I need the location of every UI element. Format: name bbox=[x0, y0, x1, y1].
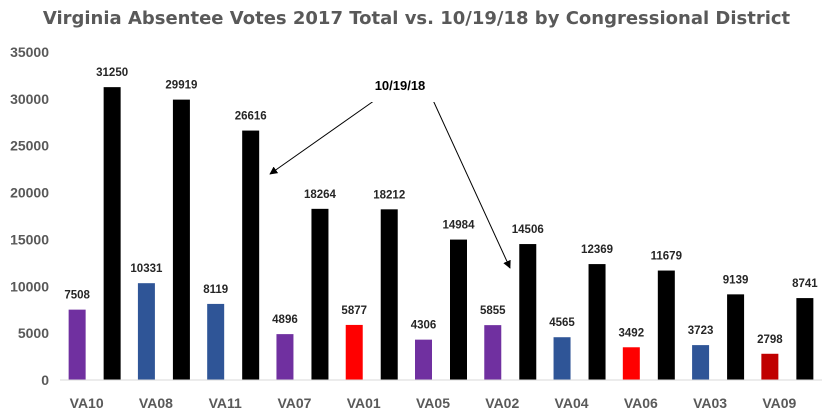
bar-2017-va09 bbox=[761, 353, 779, 380]
x-tick-label: VA02 bbox=[485, 395, 519, 411]
y-tick-label: 0 bbox=[41, 372, 49, 388]
data-label-20181019: 29919 bbox=[165, 80, 197, 92]
data-label-2017: 3723 bbox=[688, 325, 714, 337]
y-tick-label: 30000 bbox=[10, 91, 49, 107]
data-label-20181019: 14984 bbox=[443, 220, 476, 232]
bar-2017-va04 bbox=[553, 337, 571, 380]
x-tick-label: VA05 bbox=[416, 395, 450, 411]
bar-20181019-va01 bbox=[380, 209, 398, 380]
x-tick-label: VA09 bbox=[762, 395, 796, 411]
x-tick-label: VA03 bbox=[693, 395, 727, 411]
bar-20181019-va04 bbox=[588, 264, 606, 380]
data-label-20181019: 12369 bbox=[581, 244, 613, 256]
data-label-2017: 10331 bbox=[130, 263, 163, 275]
x-tick-label: VA01 bbox=[347, 395, 381, 411]
data-label-20181019: 8741 bbox=[792, 278, 818, 290]
bar-20181019-va11 bbox=[242, 130, 260, 380]
bar-2017-va03 bbox=[692, 345, 710, 380]
data-label-2017: 5855 bbox=[480, 305, 506, 317]
data-label-2017: 2798 bbox=[757, 334, 783, 346]
bar-2017-va07 bbox=[276, 334, 294, 380]
bar-20181019-va06 bbox=[657, 270, 675, 380]
data-label-20181019: 18264 bbox=[304, 189, 337, 201]
annotation: 10/19/18 bbox=[269, 72, 511, 269]
data-label-20181019: 9139 bbox=[723, 274, 749, 286]
bar-2017-va11 bbox=[207, 303, 225, 380]
data-label-20181019: 14506 bbox=[512, 224, 544, 236]
data-label-2017: 4565 bbox=[549, 317, 575, 329]
bar-2017-va05 bbox=[415, 339, 432, 380]
data-label-2017: 5877 bbox=[341, 305, 367, 317]
x-tick-label: VA10 bbox=[70, 395, 104, 411]
x-tick-label: VA07 bbox=[277, 395, 311, 411]
annotation-arrow-va11 bbox=[269, 97, 379, 175]
y-tick-label: 25000 bbox=[10, 138, 49, 154]
data-label-2017: 4896 bbox=[272, 314, 298, 326]
y-tick-label: 20000 bbox=[10, 185, 49, 201]
annotation-label: 10/19/18 bbox=[375, 78, 426, 93]
bar-20181019-va02 bbox=[519, 244, 537, 380]
bars: 7508 31250 10331 29919 8119 26616 4896 18264 587… bbox=[64, 67, 818, 381]
x-axis: VA10 VA08 VA11 VA07 VA01 VA05 VA02 VA04 VA06 VA03… bbox=[60, 379, 822, 411]
y-tick-label: 35000 bbox=[10, 44, 49, 60]
y-axis: 0 5000 10000 15000 20000 25000 30000 35000 bbox=[10, 44, 49, 388]
bar-20181019-va09 bbox=[796, 298, 814, 380]
x-tick-label: VA06 bbox=[624, 395, 658, 411]
data-label-20181019: 11679 bbox=[651, 251, 682, 263]
bar-20181019-va08 bbox=[172, 99, 190, 381]
data-label-2017: 8119 bbox=[203, 284, 228, 296]
data-label-2017: 4306 bbox=[411, 320, 437, 332]
x-tick-label: VA08 bbox=[139, 395, 173, 411]
data-label-2017: 7508 bbox=[64, 290, 90, 302]
data-label-20181019: 18212 bbox=[373, 189, 405, 201]
x-tick-label: VA11 bbox=[209, 395, 242, 411]
chart-title: Virginia Absentee Votes 2017 Total vs. 1… bbox=[42, 8, 791, 29]
annotation-arrow-va02 bbox=[431, 97, 511, 269]
bar-2017-va06 bbox=[622, 347, 640, 380]
data-label-20181019: 31250 bbox=[96, 67, 128, 79]
data-label-20181019: 26616 bbox=[235, 111, 267, 123]
bar-20181019-va07 bbox=[311, 208, 329, 380]
x-tick-label: VA04 bbox=[555, 395, 589, 411]
bar-2017-va10 bbox=[68, 309, 86, 380]
y-tick-label: 15000 bbox=[10, 231, 49, 247]
bar-2017-va01 bbox=[345, 324, 363, 380]
y-tick-label: 10000 bbox=[10, 278, 49, 294]
bar-2017-va02 bbox=[484, 325, 502, 380]
data-label-2017: 3492 bbox=[619, 327, 645, 339]
bar-2017-va08 bbox=[137, 283, 155, 380]
annotation-box bbox=[354, 72, 446, 102]
bar-20181019-va03 bbox=[727, 294, 745, 380]
bar-20181019-va10 bbox=[103, 87, 121, 381]
bar-20181019-va05 bbox=[450, 239, 467, 380]
y-tick-label: 5000 bbox=[18, 325, 49, 341]
